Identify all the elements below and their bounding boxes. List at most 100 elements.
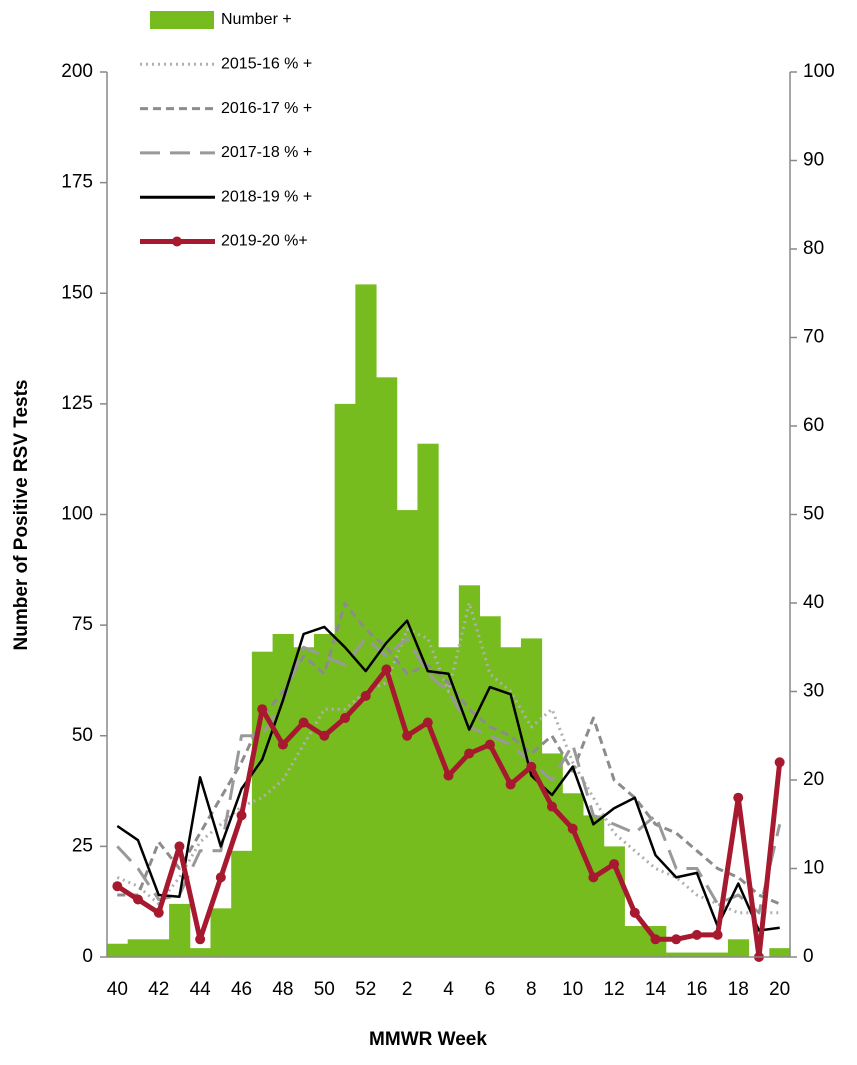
point-marker [443,770,454,781]
y-tick-label: 25 [72,835,93,856]
point-marker [567,823,578,834]
point-marker [609,859,620,870]
y2-tick-label: 50 [803,504,824,525]
point-marker [629,907,640,918]
bar [334,403,356,957]
point-marker [422,717,433,728]
bar [769,948,791,957]
bar [665,952,688,957]
point-marker [215,872,226,883]
bar [479,616,501,957]
bar [458,585,481,957]
series-line [116,619,780,932]
y2-tick-label: 40 [803,592,824,613]
y2-tick-label: 60 [803,415,824,436]
point-marker [298,717,309,728]
bar [127,939,149,957]
point-marker [360,690,371,701]
bar [520,638,543,957]
x-tick-label: 8 [526,979,537,1000]
point-marker [733,792,744,803]
bar [210,908,232,957]
point-marker [588,872,599,883]
point-marker [484,739,495,750]
bar [438,647,460,957]
point-marker [174,841,185,852]
y2-tick-label: 0 [803,946,814,967]
y2-tick-label: 30 [803,681,824,702]
bar [293,647,315,957]
series-line [117,601,781,906]
x-tick-label: 20 [769,979,790,1000]
legend-label: 2016-17 % + [221,100,312,117]
x-tick-label: 52 [355,979,376,1000]
bar [707,952,729,957]
x-tick-label: 44 [190,979,212,1000]
legend-label: Number + [221,11,292,28]
legend-label: 2019-20 %+ [221,233,308,250]
bar [500,647,522,957]
x-tick-label: 4 [443,979,454,1000]
x-tick-label: 40 [107,979,128,1000]
y-tick-label: 125 [61,393,93,414]
point-marker [195,934,206,945]
x-tick-label: 2 [402,979,413,1000]
bar [417,443,439,957]
point-marker [133,894,144,905]
y2-tick-label: 100 [803,61,835,82]
bar [313,633,336,957]
point-marker [257,704,268,715]
y-tick-label: 50 [72,725,93,746]
x-tick-label: 50 [314,979,335,1000]
point-marker [381,664,392,675]
bar [562,793,584,957]
y2-tick-label: 70 [803,327,824,348]
bar [583,815,605,957]
point-marker [340,713,351,724]
bar [624,926,646,957]
x-axis-title: MMWR Week [369,1029,487,1050]
bar [148,939,170,957]
series-line [116,636,782,915]
point-marker [671,934,682,945]
bar [355,284,377,957]
y2-tick-label: 10 [803,858,824,879]
bar [727,939,750,957]
x-tick-label: 14 [645,979,667,1000]
y-axis-title: Number of Positive RSV Tests [11,380,32,651]
bar [686,952,708,957]
bar [231,850,253,957]
point-marker [505,779,516,790]
bar [272,633,294,957]
x-tick-label: 42 [148,979,169,1000]
point-marker [402,730,413,741]
bar [541,753,563,957]
bar [189,948,211,957]
x-tick-label: 6 [485,979,496,1000]
bar [107,943,129,957]
y-tick-label: 175 [61,172,93,193]
point-marker [526,761,537,772]
point-marker [236,810,247,821]
y2-tick-label: 80 [803,238,824,259]
point-marker [464,748,475,759]
x-tick-label: 16 [686,979,707,1000]
y2-tick-label: 20 [803,769,824,790]
point-marker [319,730,330,741]
series-line [116,601,780,915]
legend-label: 2015-16 % + [221,56,312,73]
x-tick-label: 10 [562,979,583,1000]
x-tick-label: 48 [272,979,293,1000]
bar [251,651,274,957]
legend-label: 2018-19 % + [221,188,312,205]
point-marker [112,881,123,892]
y-tick-label: 100 [61,504,93,525]
x-tick-label: 46 [231,979,252,1000]
legend-marker [172,236,182,247]
x-tick-label: 18 [728,979,749,1000]
legend-swatch [150,11,214,29]
y-tick-label: 75 [72,614,93,635]
point-marker [650,934,661,945]
bar [169,903,191,957]
